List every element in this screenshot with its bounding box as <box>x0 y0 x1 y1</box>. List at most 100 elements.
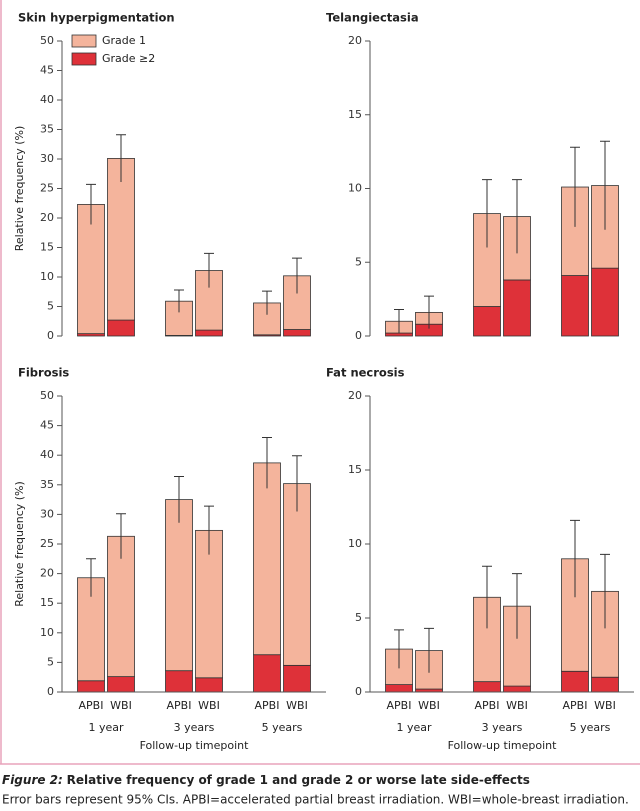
caption-title: Relative frequency of grade 1 and grade … <box>67 773 530 787</box>
x-tick-label: WBI <box>594 699 616 712</box>
error-bar <box>424 627 434 673</box>
y-tick-label: 5 <box>47 300 54 313</box>
y-tick-label: 5 <box>355 255 362 268</box>
bar-segment <box>107 319 135 337</box>
legend-label: Grade ≥2 <box>102 52 155 65</box>
y-tick-label: 0 <box>355 685 362 698</box>
bar-segment <box>107 535 135 678</box>
y-tick-label: 0 <box>47 329 54 342</box>
x-tick-label: WBI <box>418 699 440 712</box>
error-bar <box>570 146 580 227</box>
y-tick-label: 15 <box>348 108 362 121</box>
error-bar <box>512 179 522 254</box>
y-tick-label: 20 <box>40 211 54 224</box>
group-label: 3 years <box>174 721 215 734</box>
error-bar <box>116 513 126 559</box>
error-bar <box>174 476 184 523</box>
bar-segment <box>561 275 589 337</box>
y-tick-label: 15 <box>40 241 54 254</box>
y-tick-label: 5 <box>355 611 362 624</box>
error-bar <box>570 519 580 598</box>
bar-segment <box>253 654 281 693</box>
bar-segment <box>253 462 281 656</box>
error-bar <box>482 565 492 629</box>
y-tick-label: 10 <box>348 182 362 195</box>
error-bar <box>394 629 404 669</box>
bar-segment <box>591 676 619 693</box>
legend-swatch <box>71 34 97 48</box>
y-tick-label: 30 <box>40 152 54 165</box>
error-bar <box>262 436 272 489</box>
group-label: 1 year <box>396 721 432 734</box>
y-tick-label: 40 <box>40 448 54 461</box>
bar-segment <box>283 483 311 666</box>
caption-label: Figure 2: <box>2 773 63 787</box>
bar-segment <box>561 670 589 693</box>
caption-note: Error bars represent 95% CIs. APBI=accel… <box>2 793 629 807</box>
y-tick-label: 20 <box>40 567 54 580</box>
x-tick-label: APBI <box>387 699 412 712</box>
y-tick-label: 15 <box>40 596 54 609</box>
group-label: 5 years <box>262 721 303 734</box>
x-tick-label: APBI <box>563 699 588 712</box>
bar-segment <box>195 677 223 693</box>
y-tick-label: 40 <box>40 93 54 106</box>
y-tick-label: 20 <box>348 34 362 47</box>
error-bar <box>204 505 214 555</box>
x-tick-label: APBI <box>255 699 280 712</box>
bar-segment <box>195 329 223 337</box>
y-tick-label: 10 <box>40 626 54 639</box>
y-tick-label: 20 <box>348 389 362 402</box>
error-bar <box>204 252 214 288</box>
error-bar <box>262 290 272 315</box>
y-tick-label: 30 <box>40 507 54 520</box>
error-bar <box>424 295 434 329</box>
x-tick-label: APBI <box>475 699 500 712</box>
bar-segment <box>77 680 105 693</box>
group-label: 1 year <box>88 721 124 734</box>
x-axis-label: Follow-up timepoint <box>140 739 250 752</box>
x-axis-label: Follow-up timepoint <box>448 739 558 752</box>
bar-segment <box>283 664 311 693</box>
error-bar <box>292 455 302 512</box>
x-tick-label: APBI <box>79 699 104 712</box>
error-bar <box>394 308 404 334</box>
x-tick-label: APBI <box>167 699 192 712</box>
y-tick-label: 0 <box>355 329 362 342</box>
panel-title: Skin hyperpigmentation <box>18 11 175 25</box>
bar-segment <box>195 529 223 679</box>
error-bar <box>482 179 492 248</box>
y-tick-label: 35 <box>40 123 54 136</box>
x-tick-label: WBI <box>506 699 528 712</box>
y-axis-label: Relative frequency (%) <box>13 481 26 607</box>
group-label: 3 years <box>482 721 523 734</box>
y-tick-label: 0 <box>47 685 54 698</box>
bar-segment <box>165 499 193 672</box>
panel-title: Telangiectasia <box>326 11 419 25</box>
x-tick-label: WBI <box>110 699 132 712</box>
error-bar <box>292 257 302 294</box>
x-tick-label: WBI <box>286 699 308 712</box>
y-tick-label: 25 <box>40 182 54 195</box>
y-tick-label: 50 <box>40 34 54 47</box>
bar-segment <box>503 279 531 337</box>
x-tick-label: WBI <box>198 699 220 712</box>
y-tick-label: 15 <box>348 463 362 476</box>
bar-segment <box>107 676 135 693</box>
y-tick-label: 45 <box>40 419 54 432</box>
bar-segment <box>473 306 501 337</box>
y-tick-label: 45 <box>40 64 54 77</box>
y-tick-label: 10 <box>348 537 362 550</box>
error-bar <box>116 134 126 183</box>
bar-segment <box>385 332 413 337</box>
legend-label: Grade 1 <box>102 34 146 47</box>
legend-swatch <box>71 52 97 66</box>
error-bar <box>600 140 610 230</box>
error-bar <box>512 573 522 639</box>
caption: Figure 2: Relative frequency of grade 1 … <box>2 773 530 787</box>
bar-segment <box>473 681 501 693</box>
error-bar <box>600 553 610 629</box>
y-tick-label: 35 <box>40 478 54 491</box>
